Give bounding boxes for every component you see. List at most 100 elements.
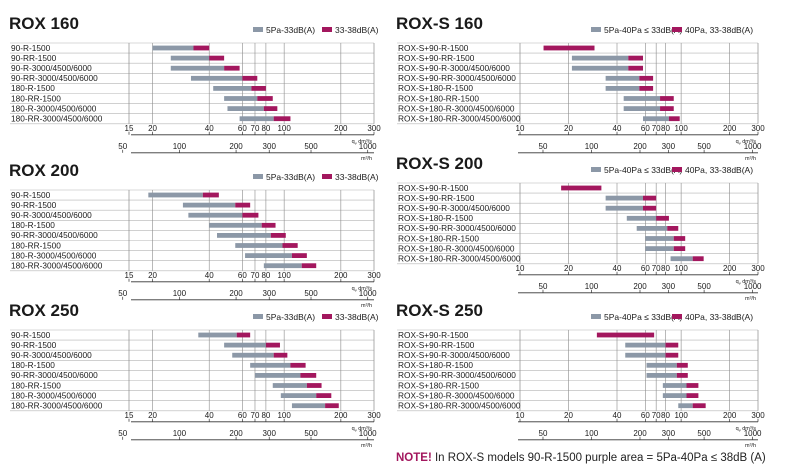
bar-purple-segment (202, 192, 219, 198)
bar-gray-segment (263, 263, 302, 269)
bar-gray-segment (662, 393, 687, 398)
tick-label-m3h: 300 (662, 282, 676, 291)
bar-gray-segment (190, 75, 243, 81)
row-label: ROX-S+90-R-1500 (398, 43, 469, 53)
bar-gray-segment (646, 373, 677, 378)
bar-purple-segment (209, 55, 225, 61)
tick-label-qv: 15 (125, 411, 134, 420)
legend-label: 5Pa-33dB(A) (266, 25, 315, 35)
row-label: ROX-S+180-RR-3000/4500/6000 (398, 254, 521, 264)
bar-purple-segment (686, 383, 699, 388)
bar-gray-segment (670, 256, 693, 262)
bar-purple-segment (290, 362, 306, 368)
row-label: ROX-S+180-R-1500 (398, 83, 473, 93)
tick-label-qv: 60 (641, 264, 650, 273)
tick-label-qv: 100 (674, 124, 688, 133)
bar-gray-segment (643, 116, 669, 122)
tick-label-m3h: 100 (173, 429, 187, 438)
bar-purple-segment (316, 393, 332, 398)
legend-label: 40Pa, 33-38dB(A) (685, 25, 753, 35)
chart-title: ROX 160 (9, 14, 79, 33)
axis-unit-m3h: m³/h (361, 156, 372, 162)
legend-swatch-purple (672, 27, 682, 32)
row-label: ROX-S+90-RR-1500 (398, 193, 475, 203)
bar-gray-segment (170, 55, 210, 61)
bar-purple-segment (673, 246, 686, 251)
bar-gray-segment (213, 86, 252, 91)
tick-label-m3h: 300 (263, 429, 277, 438)
unit-q: q (736, 426, 739, 432)
row-label: 180-RR-1500 (11, 380, 61, 390)
tick-label-qv: 300 (751, 264, 765, 273)
bar-gray-segment (605, 75, 640, 81)
legend-label: 5Pa-33dB(A) (266, 172, 315, 182)
row-label: ROX-S+90-R-3000/4500/6000 (398, 63, 510, 73)
bar-gray-segment (272, 383, 307, 388)
legend-swatch-gray (591, 167, 601, 172)
chart-title: ROX 250 (9, 301, 79, 320)
tick-label-qv: 20 (148, 124, 157, 133)
tick-label-qv: 10 (516, 264, 525, 273)
tick-label-qv: 100 (277, 271, 291, 280)
tick-label-m3h: 50 (118, 429, 127, 438)
row-label: ROX-S+180-RR-1500 (398, 93, 479, 103)
bar-gray-segment (188, 212, 243, 218)
tick-label-m3h: 50 (539, 429, 548, 438)
row-label: ROX-S+90-R-3000/4500/6000 (398, 203, 510, 213)
unit-q: q (352, 426, 355, 432)
row-label: 180-RR-3000/4500/6000 (11, 261, 103, 271)
bar-gray-segment (224, 96, 258, 101)
tick-label-qv: 200 (723, 124, 737, 133)
bar-purple-segment (273, 116, 291, 122)
row-label: 180-R-1500 (11, 360, 55, 370)
row-label: 90-R-3000/4500/6000 (11, 210, 92, 220)
row-label: ROX-S+90-RR-3000/4500/6000 (398, 73, 516, 83)
tick-label-m3h: 1000 (359, 429, 377, 438)
tick-label-qv: 15 (125, 271, 134, 280)
tick-label-qv: 60 (641, 124, 650, 133)
axis-unit-m3h: m³/h (361, 443, 372, 449)
bar-gray-segment (646, 362, 677, 368)
bar-purple-segment (273, 352, 288, 358)
bar-purple-segment (639, 86, 654, 91)
axis-unit-qv: qv dm³/s (352, 139, 373, 146)
tick-label-qv: 80 (261, 411, 270, 420)
bar-gray-segment (605, 205, 644, 211)
bar-gray-segment (198, 332, 237, 338)
row-label: 90-RR-1500 (11, 53, 57, 63)
legend-label: 40Pa, 33-38dB(A) (685, 312, 753, 322)
axis-unit-m3h: m³/h (361, 303, 372, 309)
row-label: 180-RR-1500 (11, 240, 61, 250)
bar-purple-segment (665, 342, 679, 348)
bar-purple-segment (676, 373, 688, 378)
row-label: ROX-S+180-R-3000/4500/6000 (398, 243, 515, 253)
tick-label-qv: 300 (367, 124, 381, 133)
bar-purple-segment (665, 352, 679, 358)
tick-label-m3h: 500 (697, 429, 711, 438)
row-label: 180-R-3000/4500/6000 (11, 390, 97, 400)
bar-gray-segment (235, 243, 283, 248)
legend-swatch-purple (322, 314, 332, 319)
row-label: ROX-S+180-R-1500 (398, 213, 473, 223)
bar-gray-segment (232, 352, 274, 358)
unit-rest: dm³/s (357, 139, 373, 145)
legend-label: 5Pa-33dB(A) (266, 312, 315, 322)
bar-gray-segment (605, 86, 640, 91)
unit-q: q (736, 279, 739, 285)
bar-gray-segment (636, 226, 668, 231)
tick-label-m3h: 1000 (744, 429, 762, 438)
tick-label-m3h: 200 (633, 429, 647, 438)
legend-label: 33-38dB(A) (335, 172, 379, 182)
row-label: 90-RR-3000/4500/6000 (11, 370, 98, 380)
unit-sub: v (355, 287, 357, 292)
tick-label-m3h: 200 (229, 289, 243, 298)
tick-label-qv: 60 (238, 411, 247, 420)
legend-label: 33-38dB(A) (335, 25, 379, 35)
row-label: 90-R-3000/4500/6000 (11, 63, 92, 73)
unit-q: q (352, 286, 355, 292)
bar-purple-segment (193, 45, 210, 51)
tick-label-qv: 70 (652, 411, 661, 420)
tick-label-qv: 40 (205, 124, 214, 133)
tick-label-qv: 300 (751, 124, 765, 133)
unit-q: q (352, 139, 355, 145)
